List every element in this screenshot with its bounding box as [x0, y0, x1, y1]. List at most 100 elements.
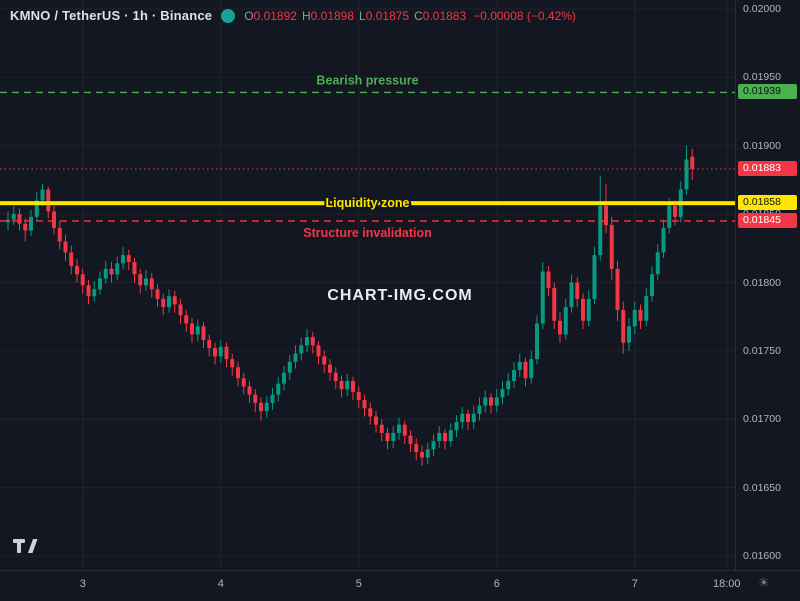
time-tick: 7 [631, 578, 638, 590]
high-value: 0.01898 [310, 8, 355, 23]
candle-body [213, 348, 217, 357]
candle-body [305, 337, 309, 346]
candle-body [230, 359, 235, 368]
candle-body [690, 156, 695, 169]
candle-body [437, 432, 442, 442]
candle-body [362, 400, 367, 409]
candle-body [103, 268, 108, 279]
candle-body [523, 361, 528, 379]
structure-invalidation-label: Structure invalidation [303, 226, 432, 240]
candle-body [466, 413, 470, 422]
candle-body [684, 159, 689, 190]
candle-body [52, 211, 56, 228]
candle-body [92, 289, 97, 297]
candle-body [121, 255, 125, 264]
candle-body [109, 268, 114, 275]
candle-body [69, 252, 74, 267]
sun-icon[interactable]: ☀ [758, 575, 770, 590]
candle-body [644, 296, 649, 321]
candle-body [673, 205, 677, 217]
candle-body [598, 205, 603, 256]
price-tick: 0.01650 [743, 481, 781, 494]
candle-body [391, 432, 396, 442]
candle-body [627, 326, 631, 343]
open-value: 0.01892 [253, 8, 297, 23]
candle-body [471, 413, 476, 422]
close-label: C [414, 8, 423, 23]
low-label: L [359, 8, 366, 23]
candle-body [299, 345, 304, 354]
candle-body [57, 227, 62, 242]
candle-body [138, 274, 143, 286]
candle-body [126, 255, 131, 262]
candle-body [236, 367, 240, 379]
candle-body [23, 223, 28, 231]
candle-body [552, 287, 557, 321]
candle-body [155, 289, 160, 299]
candle-body [563, 307, 568, 335]
candle-body [650, 274, 654, 297]
candle-body [345, 380, 350, 390]
chart-canvas[interactable]: Bearish pressure Liquidity zone Structure … [0, 0, 735, 570]
bearish-pressure-label: Bearish pressure [316, 73, 418, 87]
time-tick: 3 [79, 578, 86, 590]
candle-body [368, 408, 373, 417]
candle-body [494, 397, 499, 406]
candle-body [287, 361, 292, 373]
candle-body [34, 200, 39, 217]
candle-body [17, 214, 22, 224]
candle-body [604, 205, 608, 226]
price-tick: 0.02000 [743, 3, 781, 15]
price-tick: 0.01800 [743, 276, 781, 289]
candle-body [500, 389, 505, 398]
candle-body [506, 380, 511, 390]
candle-body [80, 274, 85, 286]
candle-body [276, 383, 281, 395]
time-axis[interactable]: 3 4 5 6 7 18:00 [0, 570, 800, 601]
candle-body [149, 278, 154, 290]
candlestick-chart[interactable]: Bearish pressure Liquidity zone Structure … [0, 0, 735, 570]
candle-body [63, 241, 68, 253]
candle-body [638, 309, 643, 321]
candle-body [460, 413, 465, 422]
candle-body [190, 323, 194, 335]
candle-body [184, 315, 189, 324]
candle-body [443, 432, 447, 442]
candle-body [385, 432, 390, 442]
candle-body [655, 252, 660, 275]
exchange-dot-icon [221, 8, 236, 23]
candle-body [224, 346, 229, 360]
ohlc-values: O0.01892 H0.01898 L0.01875 C0.01883 −0.0… [244, 9, 576, 23]
candle-body [374, 416, 378, 425]
candle-body [356, 391, 361, 401]
watermark: CHART-IMG.COM [327, 287, 473, 304]
candle-body [351, 380, 355, 392]
price-tick: 0.01600 [743, 550, 781, 562]
tradingview-logo[interactable] [12, 536, 42, 558]
candle-body [540, 271, 545, 324]
candle-body [425, 449, 430, 458]
candle-body [144, 278, 148, 286]
price-tick: 0.01950 [743, 71, 781, 84]
candle-body [558, 320, 562, 335]
candle-body [448, 430, 453, 442]
candle-body [218, 346, 223, 357]
candle-body [621, 309, 626, 343]
candle-body [282, 372, 286, 384]
candle-body [632, 309, 637, 327]
candle-body [167, 296, 171, 308]
candle-body [310, 337, 315, 346]
candle-body [132, 261, 137, 275]
candle-body [414, 443, 419, 453]
candle-body [75, 266, 79, 275]
price-tick: 0.01900 [743, 139, 781, 152]
candle-body [379, 424, 384, 433]
high-label: H [301, 8, 311, 23]
candle-body [569, 282, 574, 308]
price-axis[interactable]: 0.020000.019500.019000.018500.018000.017… [735, 0, 800, 570]
liquidity-zone-line [0, 201, 735, 206]
close-value: 0.01883 [422, 8, 467, 23]
change-value: −0.00008 (−0.42%) [473, 8, 576, 23]
low-value: 0.01875 [365, 8, 410, 23]
